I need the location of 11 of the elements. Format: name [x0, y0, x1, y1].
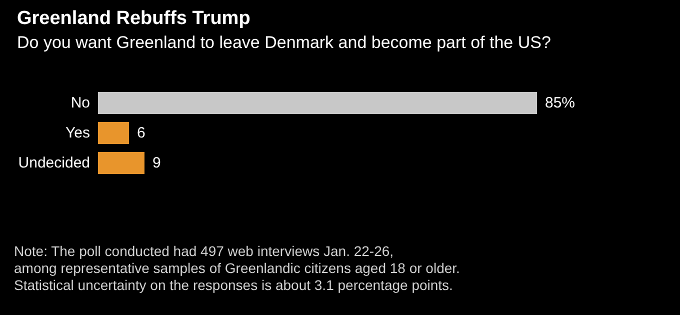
text: among representative samples of Greenlandic citizens aged 18 or older.	[14, 260, 460, 276]
data-label: 6	[136, 124, 146, 142]
y-tick-label: No	[70, 94, 90, 112]
chart-subtitle: Do you want Greenland to leave Denmark and become part of the US?	[17, 33, 551, 52]
chart-title: Greenland Rebuffs Trump	[17, 8, 250, 29]
data-label: 85%	[545, 94, 576, 112]
text: Statistical uncertainty on the responses is about 3.1 percentage points.	[14, 277, 453, 293]
y-tick-label: Undecided	[18, 154, 90, 172]
text: Note: The poll conducted had 497 web interviews Jan. 22-26,	[14, 243, 394, 259]
data-label: 9	[152, 154, 161, 172]
y-tick-label: Yes	[66, 124, 90, 142]
